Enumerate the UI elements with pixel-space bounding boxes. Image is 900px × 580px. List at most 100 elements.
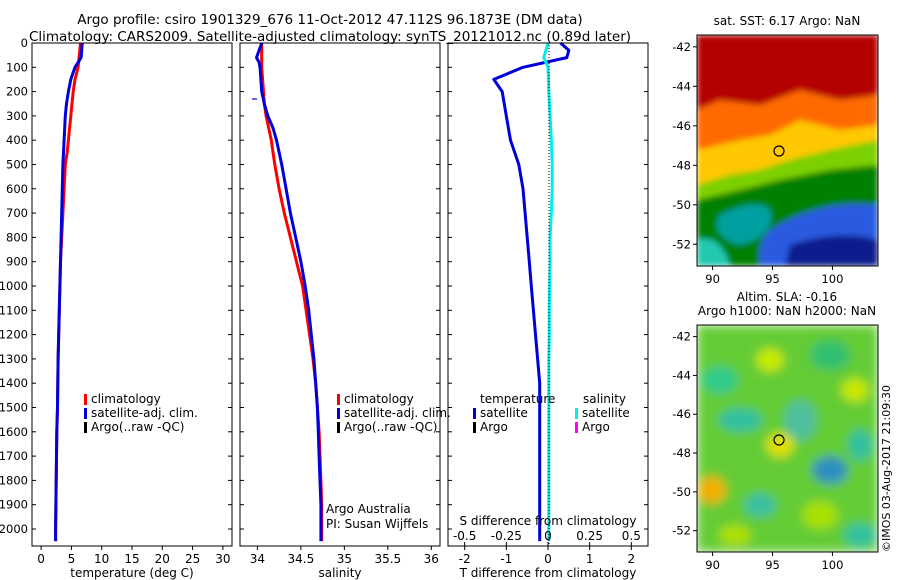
depth-tick-label: 1900 <box>0 498 28 512</box>
depth-tick-label: 100 <box>6 60 28 74</box>
temperature-x-label: temperature (deg C) <box>70 566 193 580</box>
salinity-x-tick-label: 36 <box>424 552 439 566</box>
legend-label-satellite: satellite-adj. clim. <box>344 406 451 420</box>
sla-map-title-line1: Altim. SLA: -0.16 <box>737 290 837 304</box>
legend-swatch-salinity-satellite <box>575 408 578 419</box>
map-lat-tick-label: -50 <box>672 198 691 212</box>
depth-tick-label: 0 <box>21 36 28 50</box>
salinity-x-tick-label: 35.5 <box>374 552 401 566</box>
legend-label-climatology: climatology <box>344 392 414 406</box>
legend-swatch-climatology <box>337 394 340 405</box>
temperature-legend: climatology satellite-adj. clim. Argo(..… <box>84 392 198 434</box>
legend-label-salinity-argo: Argo <box>582 420 610 434</box>
map-lon-tick-label: 100 <box>821 558 843 572</box>
depth-tick-label: 600 <box>6 182 28 196</box>
legend-label-salinity-satellite: satellite <box>582 406 630 420</box>
map-lat-tick-label: -44 <box>672 368 691 382</box>
map-lon-tick-label: 100 <box>821 272 843 286</box>
figure-title-line2: Climatology: CARS2009. Satellite-adjuste… <box>28 29 632 45</box>
legend-swatch-temperature-satellite <box>473 408 476 419</box>
sst-map-field <box>697 35 878 266</box>
depth-tick-label: 1300 <box>0 352 28 366</box>
salinity-plot-frame <box>239 42 441 547</box>
salinity-x-tick-label: 35 <box>337 552 352 566</box>
map-lon-tick-label: 90 <box>705 558 720 572</box>
sst-map-frame <box>696 34 879 267</box>
s-difference-tick-label: 0.5 <box>622 529 641 543</box>
map-lat-tick-label: -52 <box>672 237 691 251</box>
difference-legend: temperature salinity satellite Argo sate… <box>473 392 630 434</box>
legend-header-temperature: temperature <box>480 392 555 406</box>
temperature-series-satellite-adj-clim <box>54 42 84 542</box>
map-lat-tick-label: -48 <box>672 446 691 460</box>
difference-x-tick-label: 0 <box>544 552 552 566</box>
sla-map-title-line2: Argo h1000: NaN h2000: NaN <box>698 304 876 318</box>
depth-tick-label: 2000 <box>0 522 28 536</box>
legend-swatch-argo <box>84 422 87 433</box>
depth-tick-label: 1400 <box>0 376 28 390</box>
depth-tick-label: 700 <box>6 206 28 220</box>
depth-tick-label: 1600 <box>0 425 28 439</box>
legend-label-satellite: satellite-adj. clim. <box>91 406 198 420</box>
sla-map: Altim. SLA: -0.16 Argo h1000: NaN h2000:… <box>672 290 879 572</box>
difference-series-satellite-temperature <box>492 41 571 542</box>
temperature-x-tick-label: 30 <box>215 552 230 566</box>
depth-tick-label: 1200 <box>0 328 28 342</box>
s-difference-tick-label: 0.25 <box>576 529 603 543</box>
depth-tick-label: 300 <box>6 109 28 123</box>
difference-x-tick-label: 2 <box>628 552 636 566</box>
map-lon-tick-label: 95 <box>765 272 780 286</box>
legend-swatch-argo <box>337 422 340 433</box>
sla-map-frame <box>696 324 879 553</box>
sst-profile-location-marker <box>773 145 785 157</box>
depth-tick-label: 400 <box>6 133 28 147</box>
depth-tick-label: 1800 <box>0 473 28 487</box>
legend-label-temperature-satellite: satellite <box>480 406 528 420</box>
legend-swatch-satellite <box>84 408 87 419</box>
annotation-pi-name: PI: Susan Wijffels <box>326 517 428 531</box>
map-lat-tick-label: -46 <box>672 119 691 133</box>
temperature-plot-frame <box>31 42 233 547</box>
depth-tick-label: 200 <box>6 85 28 99</box>
depth-tick-label: 1100 <box>0 303 28 317</box>
depth-tick-label: 1700 <box>0 449 28 463</box>
map-lat-tick-label: -42 <box>672 40 691 54</box>
temperature-x-tick-label: 10 <box>94 552 109 566</box>
map-lat-tick-label: -50 <box>672 485 691 499</box>
map-lat-tick-label: -52 <box>672 524 691 538</box>
annotation-argo-australia: Argo Australia <box>326 502 411 516</box>
map-lon-tick-label: 90 <box>705 272 720 286</box>
sla-map-field <box>697 325 878 552</box>
map-lon-tick-label: 95 <box>765 558 780 572</box>
s-difference-axis-label: S difference from climatology <box>460 514 637 528</box>
legend-label-temperature-argo: Argo <box>480 420 508 434</box>
legend-label-climatology: climatology <box>91 392 161 406</box>
t-difference-x-label: T difference from climatology <box>459 566 637 580</box>
depth-tick-label: 1000 <box>0 279 28 293</box>
temperature-x-tick-label: 20 <box>155 552 170 566</box>
temperature-profile-panel: 0 5 10 15 20 25 30 temperature (deg C) climato… <box>31 42 233 580</box>
sst-map-title: sat. SST: 6.17 Argo: NaN <box>714 14 861 28</box>
imos-watermark: ©IMOS 03-Aug-2017 21:09:30 <box>880 385 893 552</box>
map-lat-tick-label: -46 <box>672 407 691 421</box>
salinity-series-climatology <box>260 43 324 542</box>
temperature-x-tick-label: 0 <box>37 552 45 566</box>
figure-title-line1: Argo profile: csiro 1901329_676 11-Oct-2… <box>77 12 583 28</box>
legend-header-salinity: salinity <box>583 392 626 406</box>
legend-swatch-salinity-argo <box>575 422 578 433</box>
legend-swatch-satellite <box>337 408 340 419</box>
depth-tick-label: 1500 <box>0 400 28 414</box>
difference-x-tick-label: 1 <box>586 552 594 566</box>
sst-map: sat. SST: 6.17 Argo: NaN -42 -44 -46 -48 -50… <box>672 14 879 286</box>
difference-series-satellite-salinity <box>542 42 554 542</box>
depth-tick-label: 900 <box>6 255 28 269</box>
map-lat-tick-label: -44 <box>672 79 691 93</box>
salinity-x-tick-label: 34.5 <box>288 552 315 566</box>
temperature-x-tick-label: 15 <box>124 552 139 566</box>
salinity-series-satellite-adj-clim <box>255 42 323 542</box>
temperature-x-tick-label: 25 <box>185 552 200 566</box>
difference-x-tick-label: -1 <box>500 552 512 566</box>
depth-axis: 0 100 200 300 400 500 600 700 800 900 1000 1100 1200… <box>0 36 28 536</box>
salinity-legend: climatology satellite-adj. clim. Argo(..… <box>337 392 451 434</box>
